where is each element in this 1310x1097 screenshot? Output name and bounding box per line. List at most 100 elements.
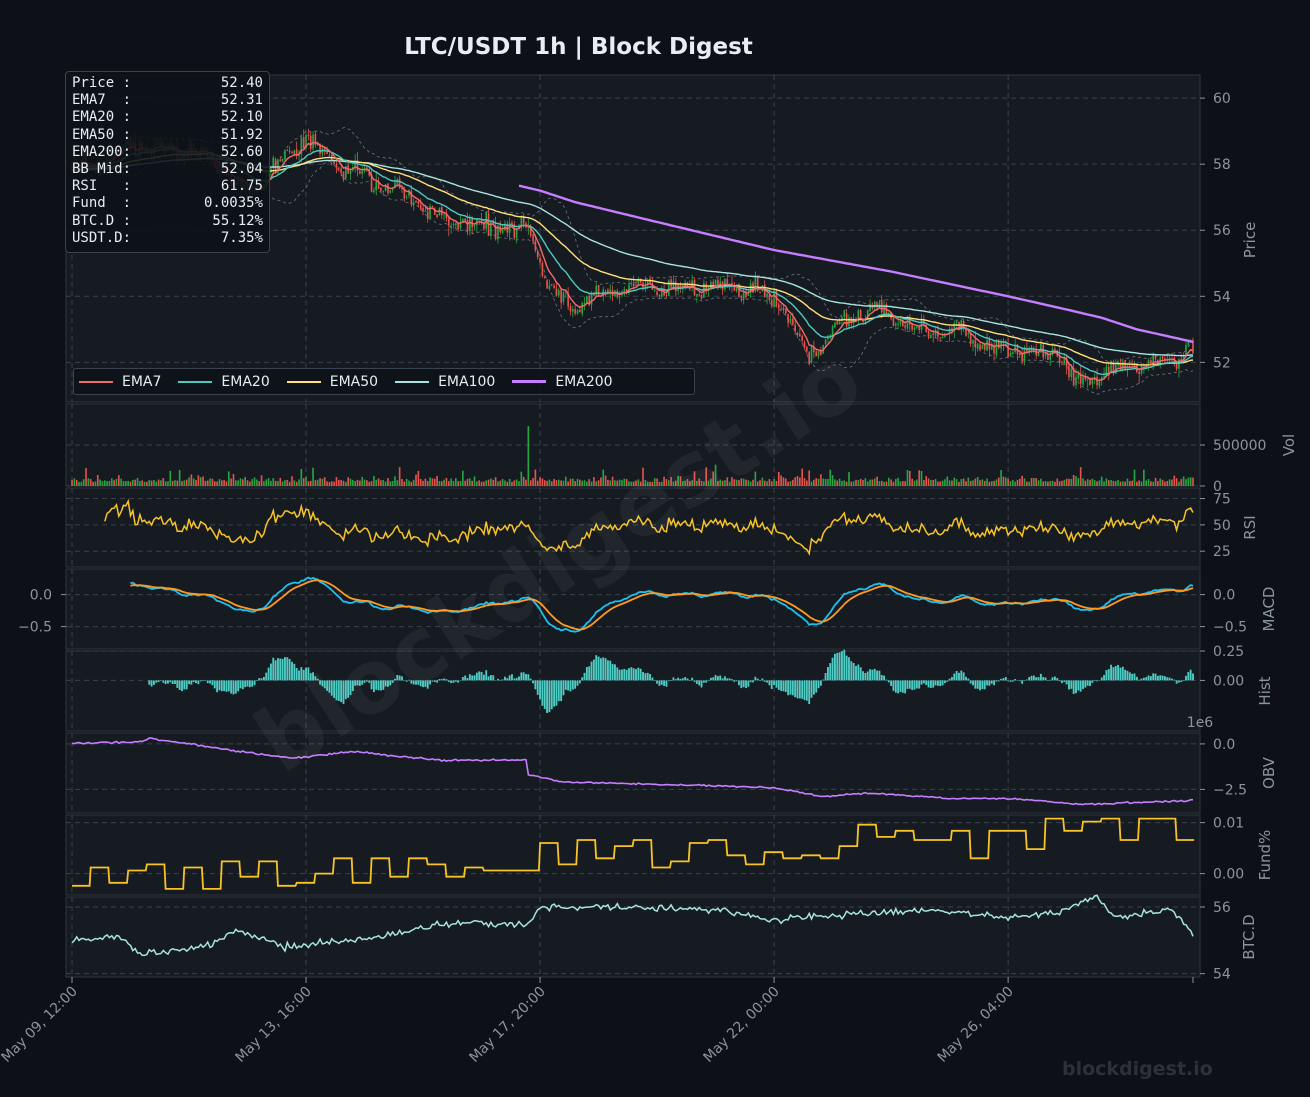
volume-bar	[614, 480, 616, 486]
volume-bar	[1030, 478, 1033, 486]
volume-bar	[684, 480, 686, 486]
info-row: RSI : 61.75	[72, 178, 263, 195]
candle-body	[1091, 377, 1094, 384]
legend-swatch	[286, 380, 321, 383]
histogram-bar	[983, 680, 986, 690]
volume-bar	[782, 477, 785, 486]
histogram-bar	[810, 680, 813, 698]
candle-body	[1028, 348, 1030, 354]
volume-bar	[887, 477, 890, 486]
histogram-bar	[859, 667, 862, 681]
volume-bar	[719, 479, 722, 486]
volume-bar	[192, 478, 195, 486]
volume-bar	[827, 478, 829, 486]
info-value: 7.35%	[220, 229, 263, 246]
candle-body	[443, 214, 445, 216]
volume-bar	[948, 480, 951, 486]
volume-bar	[995, 479, 998, 486]
candle-body	[373, 190, 375, 193]
volume-bar	[125, 481, 127, 486]
histogram-bar	[581, 677, 584, 681]
volume-bar	[108, 480, 111, 486]
candle-body	[588, 296, 591, 305]
volume-bar	[270, 480, 272, 486]
histogram-bar	[836, 652, 839, 681]
volume-bar	[1044, 481, 1047, 486]
volume-bar	[1035, 478, 1038, 486]
volume-bar	[1000, 470, 1002, 486]
candle-body	[342, 171, 345, 180]
volume-bar	[550, 481, 553, 486]
volume-bar	[951, 480, 953, 486]
volume-bar	[1091, 478, 1094, 486]
histogram-bar	[553, 680, 556, 707]
volume-bar	[880, 480, 883, 486]
candle-body	[1002, 343, 1005, 346]
histogram-bar	[967, 678, 970, 681]
candle-body	[539, 257, 541, 263]
volume-bar	[878, 481, 881, 486]
histogram-bar	[546, 680, 549, 713]
histogram-bar	[642, 671, 644, 681]
histogram-bar	[326, 680, 329, 691]
histogram-bar	[527, 674, 530, 681]
histogram-bar	[644, 673, 647, 681]
volume-bar	[635, 480, 637, 486]
candle-body	[403, 188, 406, 199]
info-value: 0.0035%	[203, 195, 263, 212]
histogram-bar	[927, 680, 930, 688]
volume-bar	[941, 480, 944, 486]
candle-body	[415, 200, 417, 203]
histogram-bar	[817, 680, 820, 689]
histogram-bar	[707, 680, 710, 681]
volume-bar	[202, 476, 204, 486]
y-axis-label: Hist	[1256, 676, 1274, 705]
histogram-bar	[401, 676, 403, 681]
volume-bar	[642, 467, 644, 486]
candle-body	[305, 134, 307, 149]
volume-bar	[190, 474, 193, 486]
histogram-bar	[525, 673, 527, 681]
candle-body	[307, 134, 310, 136]
candle-body	[1037, 352, 1040, 357]
volume-bar	[256, 479, 258, 486]
volume-bar	[590, 481, 593, 486]
histogram-bar	[482, 674, 485, 681]
candle-body	[1175, 361, 1178, 369]
volume-bar	[501, 478, 504, 486]
info-value: 52.10	[220, 109, 263, 126]
histogram-bar	[237, 680, 240, 692]
volume-bar	[1189, 477, 1192, 486]
volume-bar	[707, 480, 710, 486]
volume-bar	[789, 481, 792, 486]
volume-bar	[176, 480, 179, 486]
volume-bar	[141, 480, 144, 486]
histogram-bar	[871, 669, 874, 681]
volume-bar	[466, 478, 469, 486]
candle-body	[916, 326, 918, 328]
volume-bar	[1173, 475, 1176, 486]
candle-body	[967, 332, 970, 335]
candle-body	[714, 279, 717, 285]
volume-bar	[1105, 478, 1108, 486]
candle-body	[553, 285, 555, 288]
histogram-bar	[824, 672, 827, 681]
histogram-bar	[1082, 680, 1084, 690]
histogram-bar	[990, 680, 993, 684]
volume-bar	[990, 481, 993, 486]
candle-body	[628, 284, 630, 292]
histogram-bar	[735, 680, 738, 682]
volume-bar	[96, 475, 99, 486]
histogram-bar	[415, 680, 417, 685]
y-tick-label: 56	[1213, 223, 1231, 239]
volume-bar	[628, 481, 630, 486]
volume-bar	[232, 473, 235, 486]
volume-bar	[953, 477, 956, 486]
volume-bar	[773, 478, 775, 486]
volume-bar	[705, 467, 708, 486]
candle-body	[447, 217, 450, 226]
histogram-bar	[1187, 672, 1190, 681]
legend-label: EMA20	[221, 373, 270, 390]
y-axis-label: MACD	[1260, 587, 1278, 632]
histogram-bar	[740, 680, 743, 689]
